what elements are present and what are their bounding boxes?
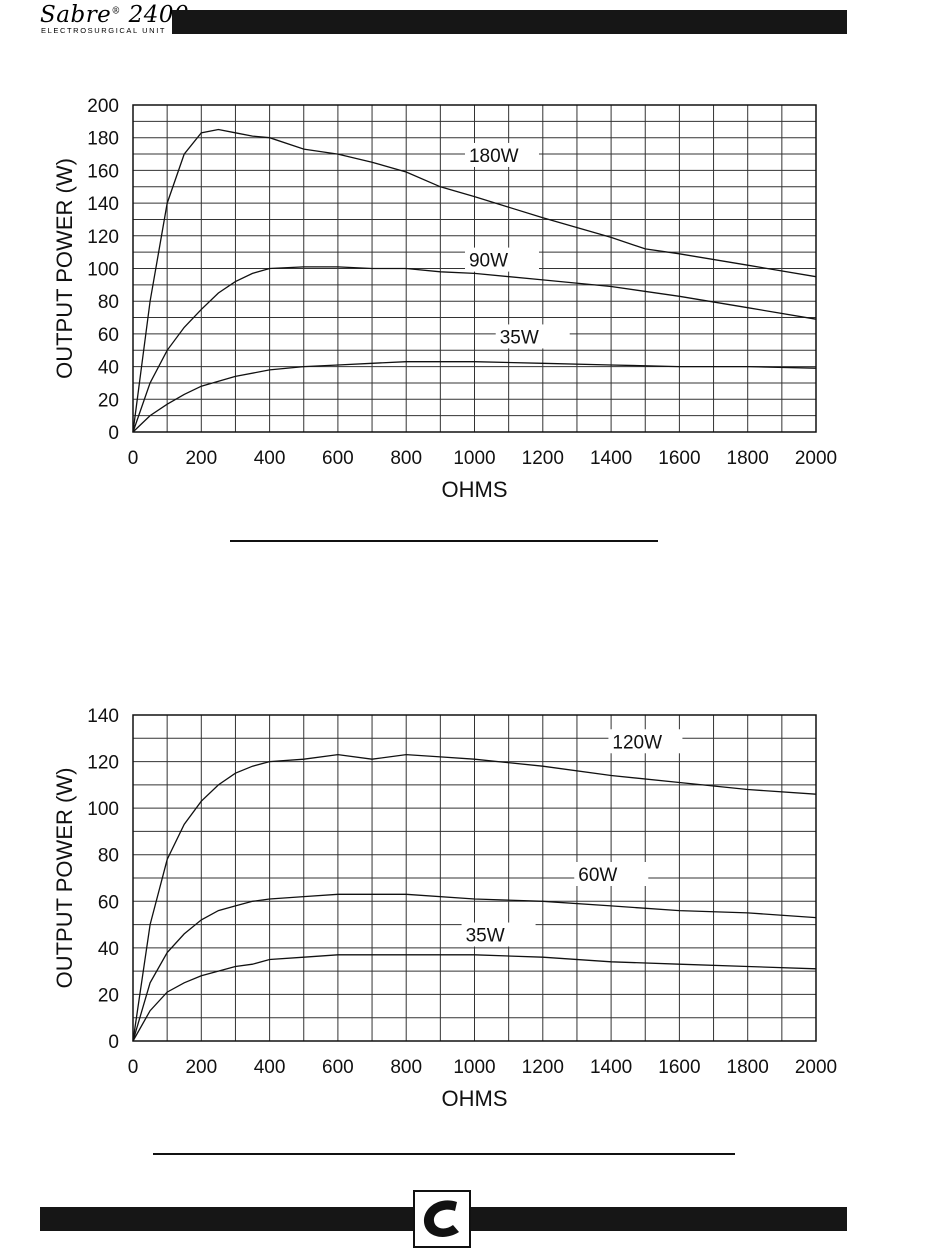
x-tick-label: 400 bbox=[254, 448, 286, 469]
y-tick-label: 180 bbox=[87, 129, 119, 150]
x-tick-label: 800 bbox=[390, 1057, 422, 1078]
logo-subtitle: ELECTROSURGICAL UNIT bbox=[41, 26, 167, 35]
x-tick-label: 600 bbox=[322, 448, 354, 469]
brand-logo: Sabre® 2400 ELECTROSURGICAL UNIT bbox=[40, 2, 189, 36]
divider-rule-2 bbox=[153, 1153, 735, 1155]
x-tick-label: 400 bbox=[254, 1057, 286, 1078]
x-tick-label: 1800 bbox=[727, 448, 769, 469]
y-tick-label: 140 bbox=[87, 194, 119, 215]
x-tick-label: 600 bbox=[322, 1057, 354, 1078]
logo-brand-text: Sabre® 2400 bbox=[40, 2, 190, 28]
x-tick-label: 1000 bbox=[453, 1057, 495, 1078]
y-tick-label: 0 bbox=[108, 1032, 119, 1053]
series-label-bg bbox=[464, 247, 539, 272]
y-tick-label: 140 bbox=[87, 706, 119, 727]
y-tick-label: 80 bbox=[98, 292, 119, 313]
series-line-35W bbox=[132, 954, 817, 1042]
header-bar bbox=[172, 10, 847, 34]
x-tick-label: 1600 bbox=[658, 448, 700, 469]
x-tick-label: 2000 bbox=[795, 1057, 837, 1078]
y-tick-label: 60 bbox=[98, 325, 119, 346]
y-tick-label: 160 bbox=[87, 161, 119, 182]
y-tick-label: 200 bbox=[87, 96, 119, 117]
x-axis-label: OHMS bbox=[442, 477, 508, 502]
y-tick-label: 120 bbox=[87, 227, 119, 248]
series-label: 35W bbox=[466, 926, 505, 947]
x-tick-label: 200 bbox=[185, 1057, 217, 1078]
chart-2: 0 20 40 60 80 100 120 140 0 200 400 600 800 1000 1200 1… bbox=[0, 700, 950, 1220]
y-tick-label: 20 bbox=[98, 390, 119, 411]
series-line-180W bbox=[132, 128, 817, 433]
series-label: 180W bbox=[469, 146, 519, 167]
series-label-bg bbox=[574, 862, 649, 886]
x-tick-label: 1600 bbox=[658, 1057, 700, 1078]
chart-1: 0 20 40 60 80 100 120 140 160 180 200 0 200 400 600 800… bbox=[0, 90, 950, 610]
series-line-90W bbox=[132, 266, 817, 433]
series-label: 35W bbox=[500, 327, 539, 348]
series-line-35W bbox=[132, 361, 817, 433]
x-tick-label: 0 bbox=[128, 1057, 139, 1078]
series-label: 60W bbox=[578, 865, 617, 886]
y-axis-label: OUTPUT POWER (W) bbox=[52, 768, 77, 989]
series-label-bg bbox=[461, 922, 536, 947]
x-tick-label: 1000 bbox=[453, 448, 495, 469]
series-line-120W bbox=[132, 753, 817, 1042]
company-logo-icon bbox=[413, 1190, 471, 1248]
y-tick-label: 60 bbox=[98, 892, 119, 913]
x-axis-label: OHMS bbox=[442, 1086, 508, 1111]
series-label: 90W bbox=[469, 251, 508, 272]
divider-rule-1 bbox=[230, 540, 658, 542]
y-tick-label: 0 bbox=[108, 423, 119, 444]
y-tick-label: 40 bbox=[98, 358, 119, 379]
x-tick-label: 200 bbox=[185, 448, 217, 469]
x-tick-label: 2000 bbox=[795, 448, 837, 469]
y-tick-label: 100 bbox=[87, 260, 119, 281]
series-line-60W bbox=[132, 893, 817, 1042]
x-tick-label: 0 bbox=[128, 448, 139, 469]
y-tick-label: 120 bbox=[87, 753, 119, 774]
y-tick-label: 40 bbox=[98, 939, 119, 960]
x-tick-label: 1400 bbox=[590, 1057, 632, 1078]
x-tick-label: 1200 bbox=[522, 448, 564, 469]
y-tick-label: 80 bbox=[98, 846, 119, 867]
x-tick-label: 1200 bbox=[522, 1057, 564, 1078]
series-label-bg bbox=[464, 142, 539, 167]
x-tick-label: 1400 bbox=[590, 448, 632, 469]
y-axis-label: OUTPUT POWER (W) bbox=[52, 158, 77, 379]
series-label-bg bbox=[495, 324, 570, 349]
plot-frame bbox=[132, 104, 817, 433]
y-tick-label: 100 bbox=[87, 799, 119, 820]
x-tick-label: 800 bbox=[390, 448, 422, 469]
x-tick-label: 1800 bbox=[727, 1057, 769, 1078]
series-label: 120W bbox=[612, 732, 662, 753]
series-label-bg bbox=[608, 729, 683, 754]
y-tick-label: 20 bbox=[98, 985, 119, 1006]
plot-frame bbox=[132, 714, 817, 1042]
